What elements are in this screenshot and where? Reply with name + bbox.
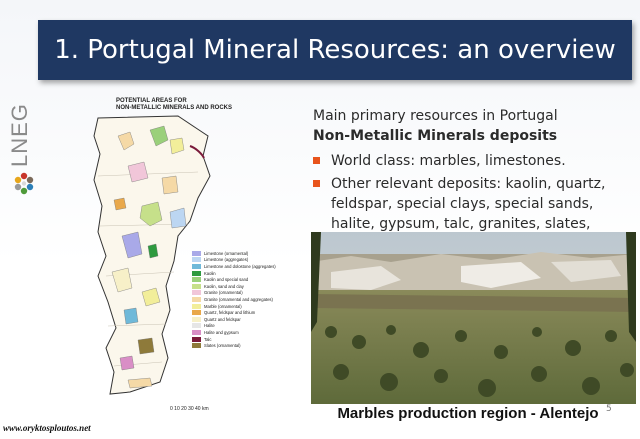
photo-caption: Marbles production region - Alentejo: [337, 405, 599, 422]
legend-label: Limestone (ornamental): [204, 250, 249, 256]
watermark-text: www.oryktosploutos.net: [3, 423, 91, 433]
legend-item: Quartz and feldspar: [192, 316, 312, 323]
legend-item: Halite and gypsum: [192, 329, 312, 336]
legend-label: Halite and gypsum: [204, 329, 239, 335]
quarry-photo-graphic: [311, 232, 636, 404]
legend-item: Kaolin: [192, 270, 312, 277]
subhead-text: Non-Metallic Minerals deposits: [313, 128, 558, 144]
legend-item: Slates (ornamental): [192, 342, 312, 349]
legend-swatch: [192, 283, 201, 289]
legend-swatch: [192, 277, 201, 283]
legend-item: Talc: [192, 336, 312, 343]
legend-swatch: [192, 290, 201, 296]
map-title: POTENTIAL AREAS FOR NON-METALLIC MINERAL…: [116, 98, 232, 112]
legend-item: Kaolin, sand and clay: [192, 283, 312, 290]
legend-swatch: [192, 343, 201, 349]
legend-label: Granite (ornamental): [204, 290, 243, 296]
bullet-item: World class: marbles, limestones.: [313, 151, 633, 171]
content-text: Main primary resources in Portugal Non-M…: [313, 106, 633, 237]
legend-swatch: [192, 250, 201, 256]
legend-label: Kaolin, sand and clay: [204, 283, 244, 289]
legend-label: Limestone and dolostone (aggregates): [204, 263, 276, 269]
legend-item: Granite (ornamental and aggregates): [192, 296, 312, 303]
legend-label: Talc: [204, 336, 212, 342]
logo-dots-icon: [14, 172, 34, 195]
mineral-map: POTENTIAL AREAS FOR NON-METALLIC MINERAL…: [58, 96, 308, 414]
portugal-map-graphic: [93, 115, 211, 395]
legend-swatch: [192, 336, 201, 342]
legend-item: Limestone (aggregates): [192, 257, 312, 264]
map-legend: Limestone (ornamental) Limestone (aggrega…: [192, 250, 312, 349]
legend-label: Kaolin: [204, 270, 216, 276]
slide-title: 1. Portugal Mineral Resources: an overvi…: [54, 35, 616, 65]
map-title-line2: NON-METALLIC MINERALS AND ROCKS: [116, 105, 232, 111]
legend-item: Quartz, feldspar and lithium: [192, 309, 312, 316]
quarry-photo: [311, 232, 636, 404]
legend-swatch: [192, 270, 201, 276]
legend-swatch: [192, 316, 201, 322]
lneg-logo: LNEG: [4, 96, 44, 216]
legend-swatch: [192, 310, 201, 316]
bullet-item: Other relevant deposits: kaolin, quartz,…: [313, 174, 633, 234]
legend-label: Slates (ornamental): [204, 343, 241, 349]
intro-text: Main primary resources in Portugal: [313, 108, 558, 124]
legend-label: Halite: [204, 323, 215, 329]
legend-label: Granite (ornamental and aggregates): [204, 296, 273, 302]
legend-swatch: [192, 263, 201, 269]
title-bar: 1. Portugal Mineral Resources: an overvi…: [38, 20, 632, 80]
legend-item: Marble (ornamental): [192, 303, 312, 310]
legend-item: Granite (ornamental): [192, 290, 312, 297]
legend-label: Limestone (aggregates): [204, 257, 249, 263]
page-number: 5: [606, 404, 612, 414]
map-scale: 0 10 20 30 40 km: [170, 406, 209, 412]
legend-swatch: [192, 323, 201, 329]
legend-item: Halite: [192, 323, 312, 330]
legend-label: Marble (ornamental): [204, 303, 242, 309]
legend-label: Quartz and feldspar: [204, 316, 241, 322]
legend-swatch: [192, 329, 201, 335]
legend-label: Kaolin and special sand: [204, 277, 249, 283]
legend-swatch: [192, 257, 201, 263]
legend-swatch: [192, 303, 201, 309]
legend-label: Quartz, feldspar and lithium: [204, 310, 256, 316]
legend-item: Limestone and dolostone (aggregates): [192, 263, 312, 270]
legend-item: Kaolin and special sand: [192, 276, 312, 283]
logo-text: LNEG: [7, 103, 32, 167]
legend-swatch: [192, 296, 201, 302]
legend-item: Limestone (ornamental): [192, 250, 312, 257]
map-title-line1: POTENTIAL AREAS FOR: [116, 98, 187, 104]
